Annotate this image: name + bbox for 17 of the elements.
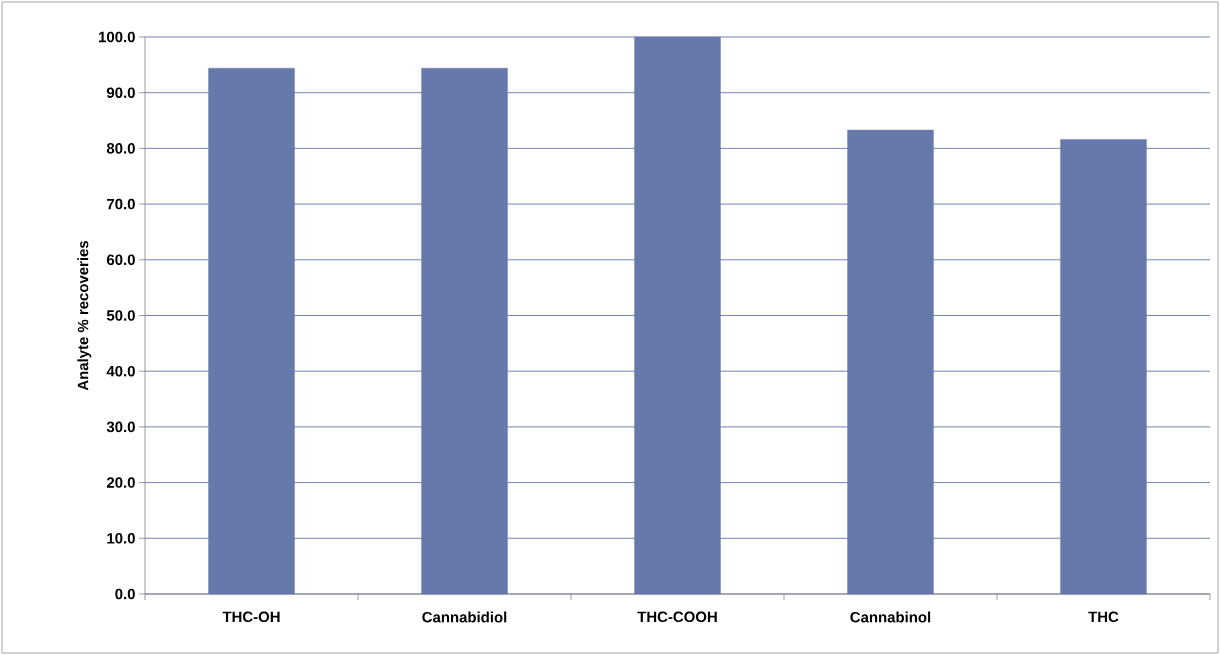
y-tick-label: 10.0 [107, 532, 135, 544]
x-tick-label: Cannabinol [850, 611, 931, 623]
y-tick-label: 50.0 [106, 310, 135, 321]
x-tick-label: Cannabidiol [422, 611, 507, 623]
y-tick-label: 30.0 [106, 421, 135, 433]
x-tick-label: THC-COOH [637, 611, 717, 623]
x-tick-label: THC [1088, 611, 1119, 623]
y-tick-label: 60.0 [106, 254, 135, 266]
y-tick-label: 90.0 [106, 87, 135, 98]
y-tick-label: 80.0 [106, 143, 135, 154]
y-tick-label: 100.0 [99, 31, 135, 43]
y-axis-title: Analyte % recoveries [77, 240, 92, 391]
y-tick-label: 70.0 [107, 198, 135, 210]
y-tick-label: 0.0 [115, 588, 135, 600]
y-tick-label: 40.0 [106, 365, 135, 377]
y-tick-label: 20.0 [106, 477, 135, 488]
x-tick-label: THC-OH [222, 611, 280, 623]
